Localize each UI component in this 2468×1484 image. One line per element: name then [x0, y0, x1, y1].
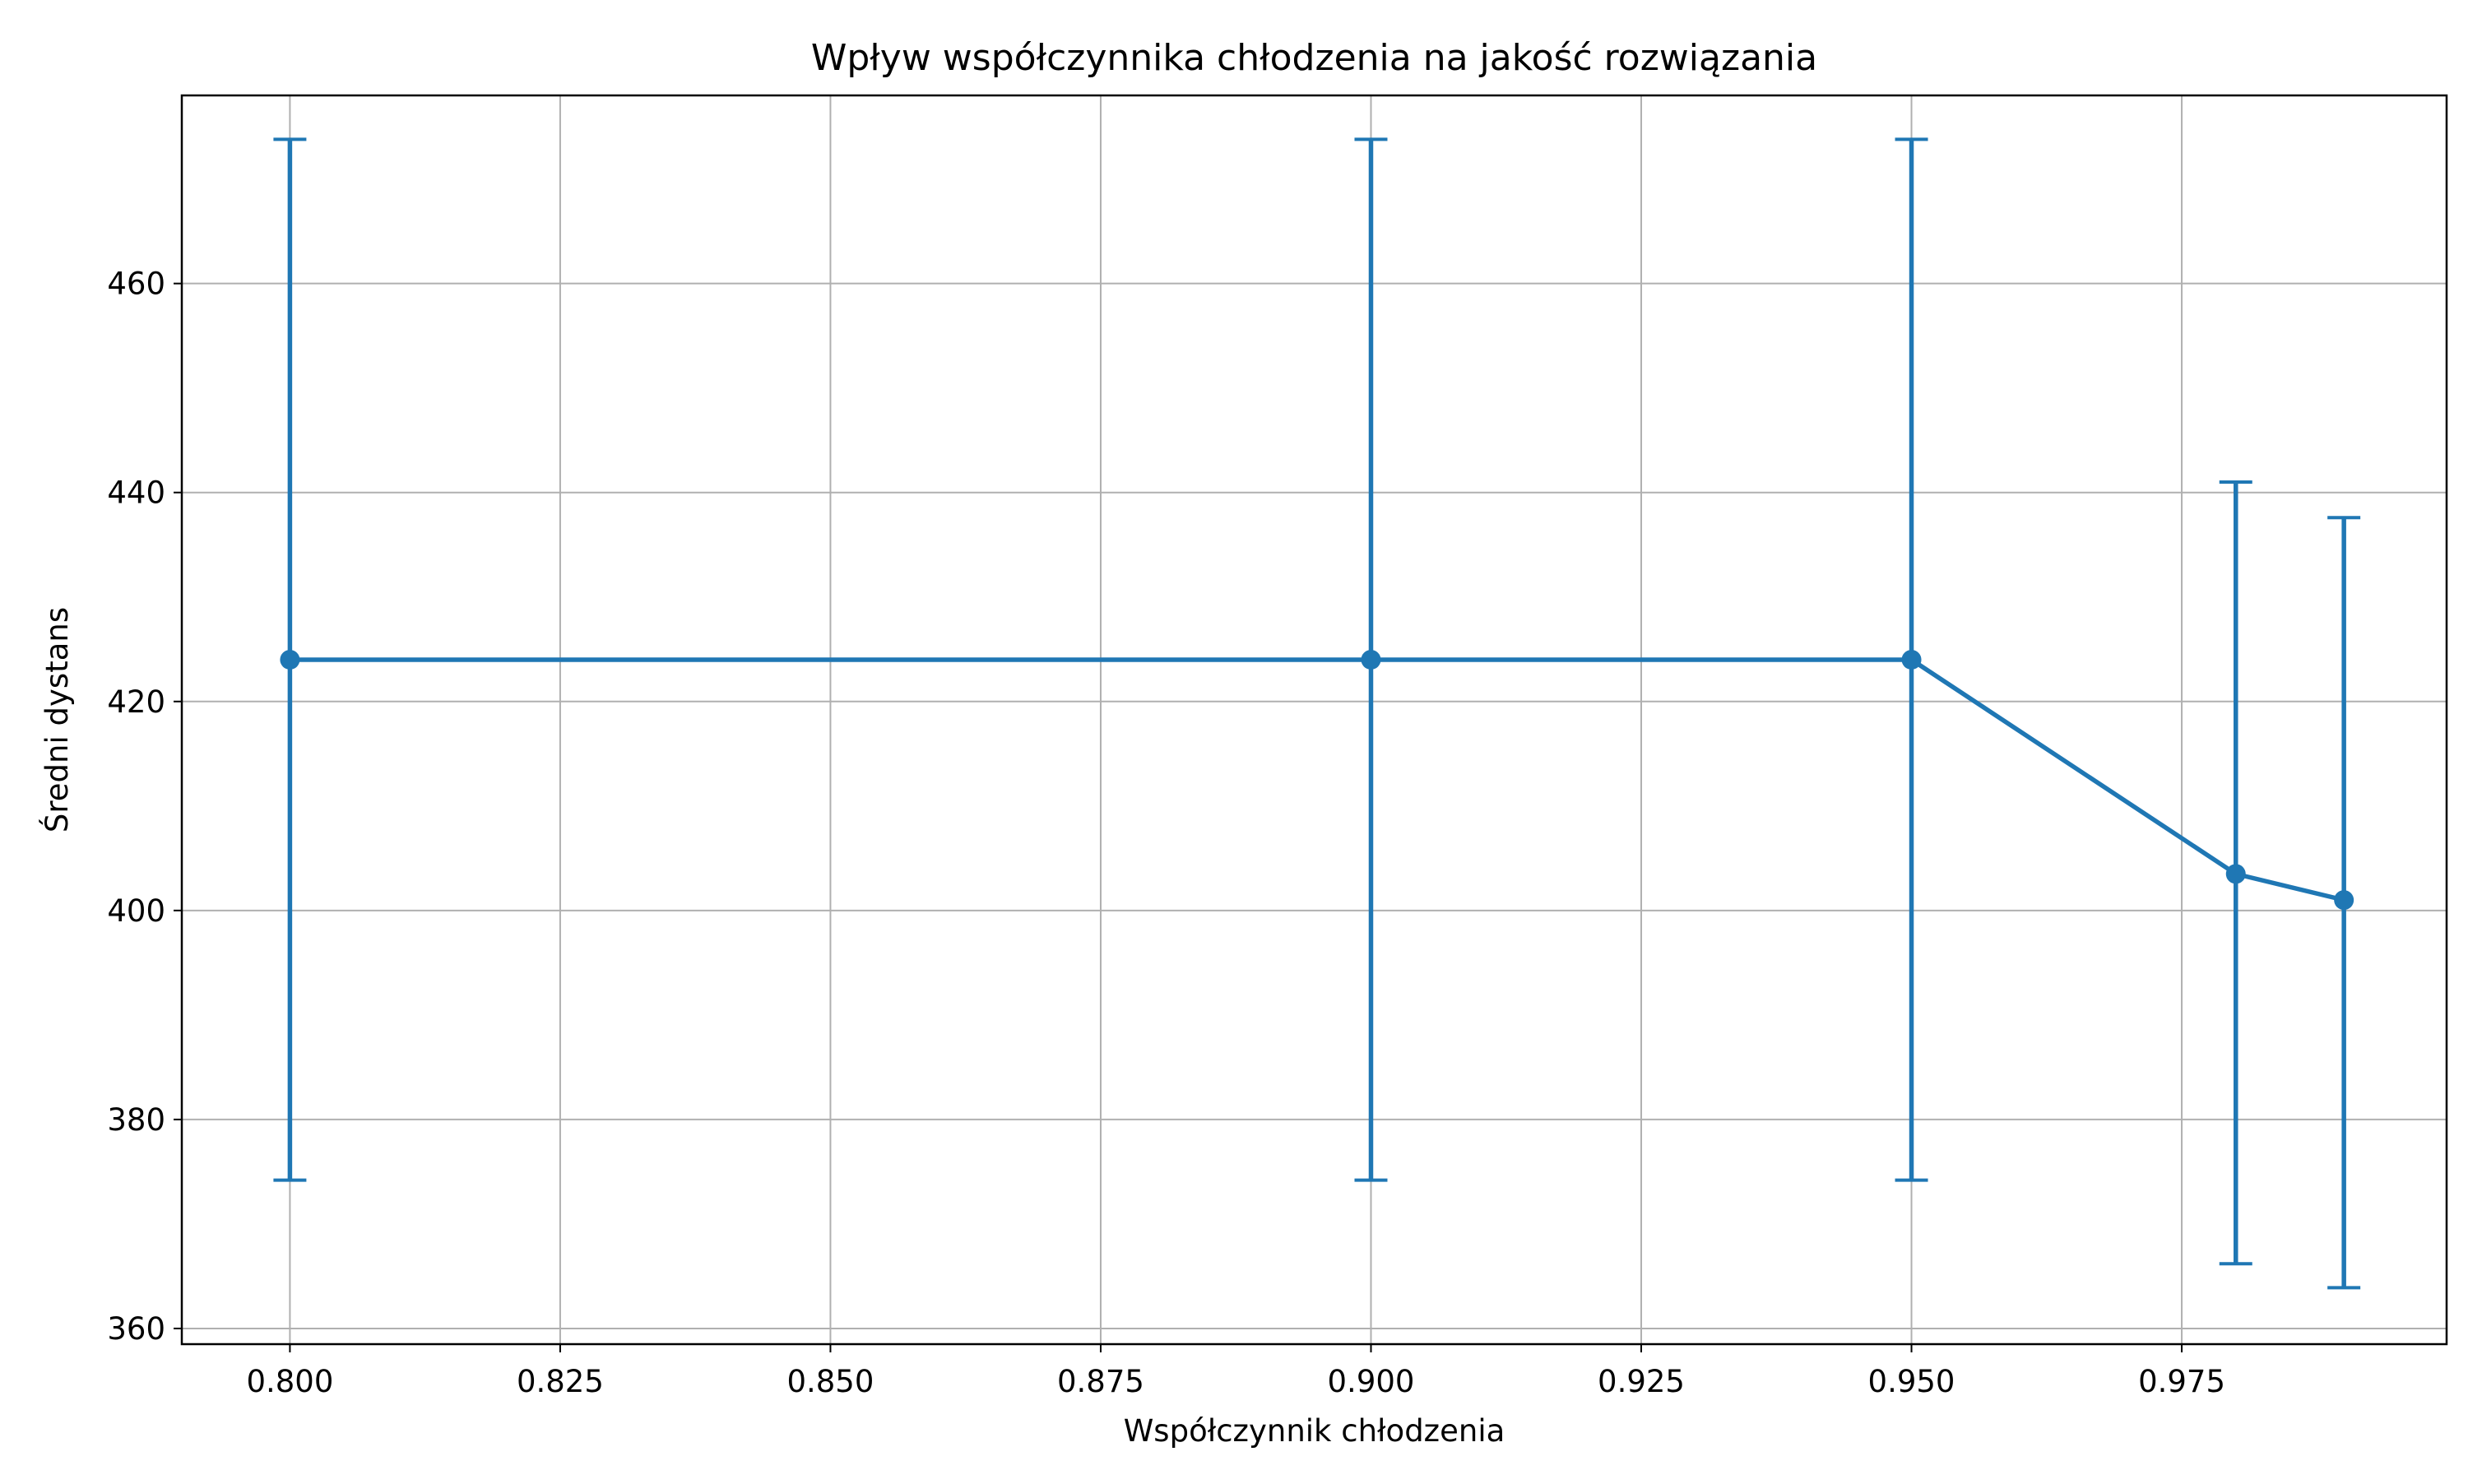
data-point	[1361, 649, 1381, 670]
tick-layer: 0.800 0.825 0.850 0.875 0.900 0.925 0.950 0.975…	[107, 267, 2225, 1399]
data-point	[2334, 890, 2354, 911]
data-point	[280, 649, 300, 670]
y-tick-label: 380	[107, 1102, 165, 1138]
y-tick-label: 360	[107, 1311, 165, 1347]
grid-layer	[182, 95, 2447, 1344]
y-axis-label: Średni dystans	[39, 607, 75, 832]
x-tick-label: 0.800	[246, 1364, 333, 1399]
chart-title: Wpływ współczynnika chłodzenia na jakość…	[811, 37, 1817, 79]
x-axis-label: Współczynnik chłodzenia	[1124, 1413, 1505, 1449]
y-tick-label: 400	[107, 893, 165, 929]
x-tick-label: 0.925	[1598, 1364, 1685, 1399]
x-tick-label: 0.900	[1328, 1364, 1415, 1399]
x-tick-label: 0.825	[517, 1364, 604, 1399]
data-point	[2225, 864, 2246, 884]
x-tick-label: 0.950	[1868, 1364, 1955, 1399]
series-layer	[273, 137, 2361, 1290]
x-tick-label: 0.975	[2138, 1364, 2225, 1399]
plot-frame	[180, 94, 2448, 1346]
y-tick-label: 460	[107, 267, 165, 302]
y-tick-label: 420	[107, 684, 165, 720]
y-tick-label: 440	[107, 475, 165, 511]
data-point	[1901, 649, 1922, 670]
x-tick-label: 0.875	[1057, 1364, 1144, 1399]
x-tick-label: 0.850	[786, 1364, 874, 1399]
